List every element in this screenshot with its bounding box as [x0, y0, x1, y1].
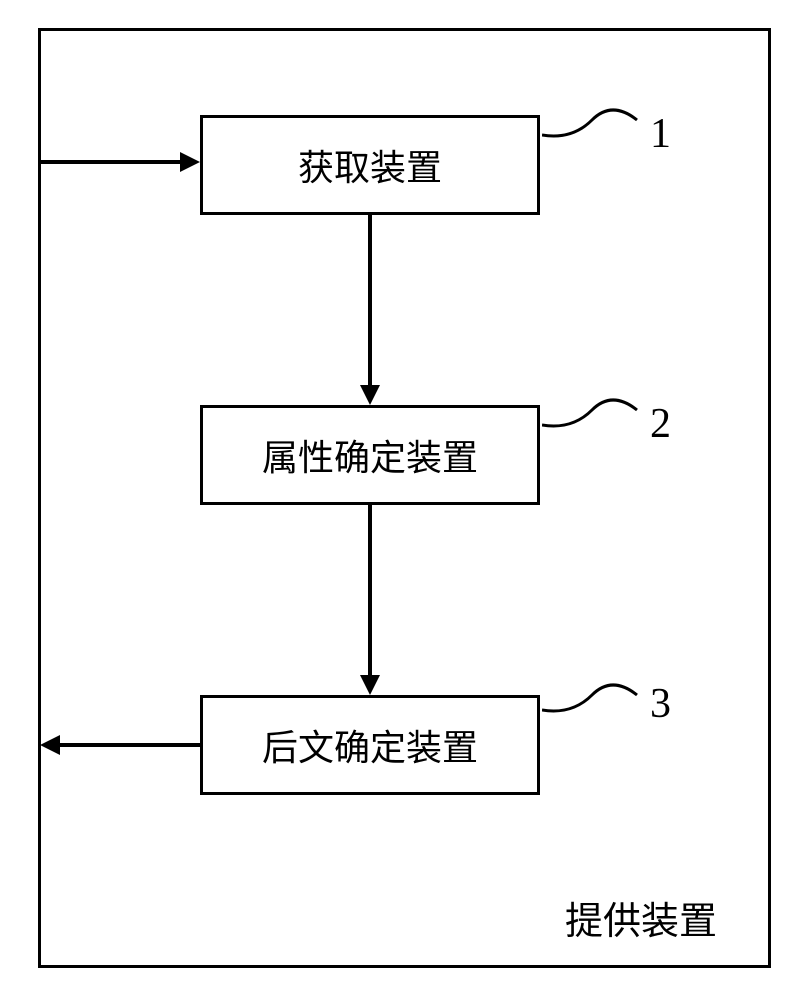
node-attribute-determination-device: 属性确定装置 — [200, 405, 540, 505]
node1-number: 1 — [650, 110, 671, 158]
arrow-1-to-2-line — [368, 215, 372, 385]
arrow-2-to-3-line — [368, 505, 372, 675]
input-arrow-line — [38, 160, 180, 164]
arrow-1-to-2-head — [360, 385, 380, 405]
node3-number: 3 — [650, 680, 671, 728]
output-arrow-line — [60, 743, 200, 747]
diagram-caption: 提供装置 — [565, 890, 717, 945]
curve-connector-1 — [542, 95, 642, 145]
input-arrow-head — [180, 152, 200, 172]
node-acquisition-device: 获取装置 — [200, 115, 540, 215]
node-context-determination-device: 后文确定装置 — [200, 695, 540, 795]
node2-number: 2 — [650, 400, 671, 448]
curve-connector-3 — [542, 670, 642, 720]
curve-connector-2 — [542, 385, 642, 435]
node2-label: 属性确定装置 — [262, 429, 478, 481]
node1-label: 获取装置 — [298, 139, 442, 191]
output-arrow-head — [40, 735, 60, 755]
arrow-2-to-3-head — [360, 675, 380, 695]
node3-label: 后文确定装置 — [262, 719, 478, 771]
